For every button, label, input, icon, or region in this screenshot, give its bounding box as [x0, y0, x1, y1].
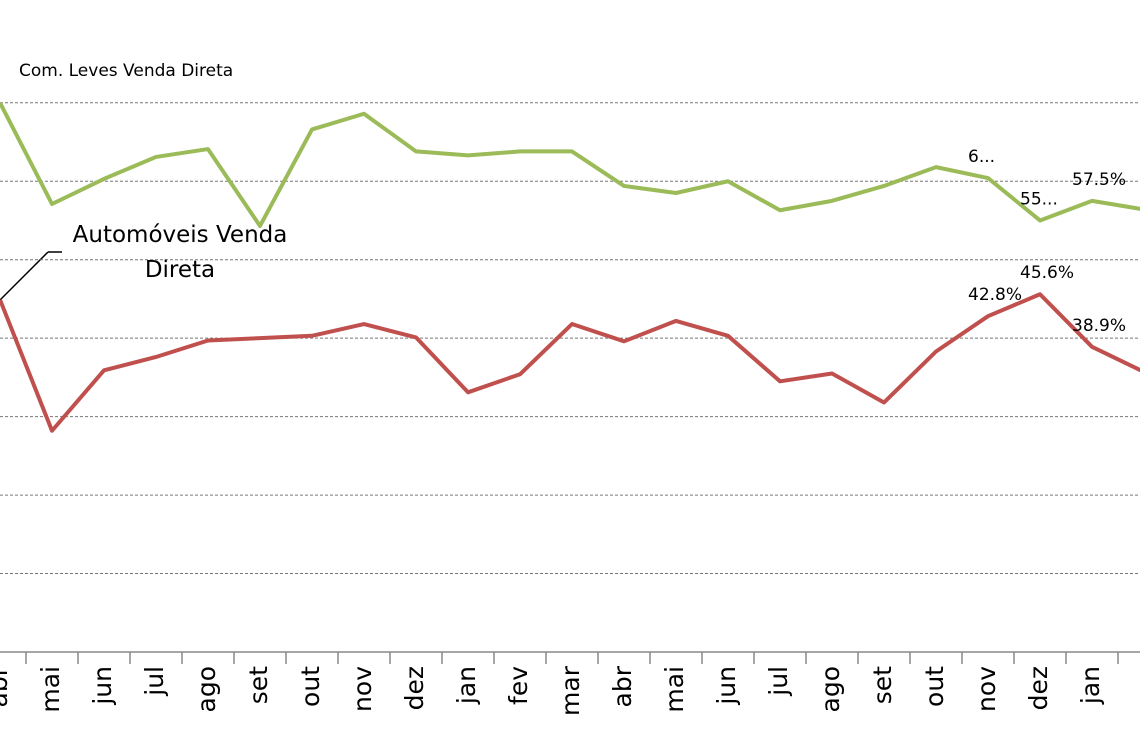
- x-tick-label: out: [920, 666, 949, 707]
- series-line: [0, 292, 1140, 433]
- series-label: Com. Leves Venda Direta: [19, 61, 233, 81]
- data-label: 38.9%: [1072, 316, 1126, 336]
- x-tick-label: mai: [36, 666, 65, 713]
- callout-leader: [0, 251, 49, 301]
- x-tick-label: ago: [192, 666, 221, 712]
- x-tick-label: ago: [816, 666, 845, 712]
- data-label: 6...: [968, 147, 995, 167]
- x-tick-label: jul: [764, 666, 793, 697]
- x-tick-label: dez: [400, 666, 429, 710]
- x-tick-label: abr: [0, 665, 13, 707]
- x-tick-label: jan: [452, 666, 481, 705]
- series-label: Automóveis Venda Direta: [72, 222, 288, 283]
- data-label: 57.5%: [1072, 170, 1126, 190]
- x-tick-label: jun: [712, 666, 741, 706]
- x-tick-label: mai: [660, 666, 689, 713]
- x-tick-label: dez: [1024, 666, 1053, 710]
- x-tick-label: mar: [556, 665, 585, 716]
- data-label: 42.8%: [968, 285, 1022, 305]
- x-tick-label: jul: [140, 666, 169, 697]
- x-tick-label: nov: [972, 666, 1001, 712]
- x-tick-label: abr: [608, 665, 637, 707]
- x-tick-label: nov: [348, 666, 377, 712]
- data-label: 45.6%: [1020, 263, 1074, 283]
- x-tick-label: set: [244, 666, 273, 704]
- x-tick-label: out: [296, 666, 325, 707]
- x-tick-label: set: [868, 666, 897, 704]
- data-label: 55...: [1020, 189, 1058, 209]
- x-tick-label: fev: [504, 666, 533, 705]
- x-tick-label: jan: [1076, 666, 1105, 705]
- series-line: [0, 101, 1140, 228]
- x-tick-label: jun: [88, 666, 117, 706]
